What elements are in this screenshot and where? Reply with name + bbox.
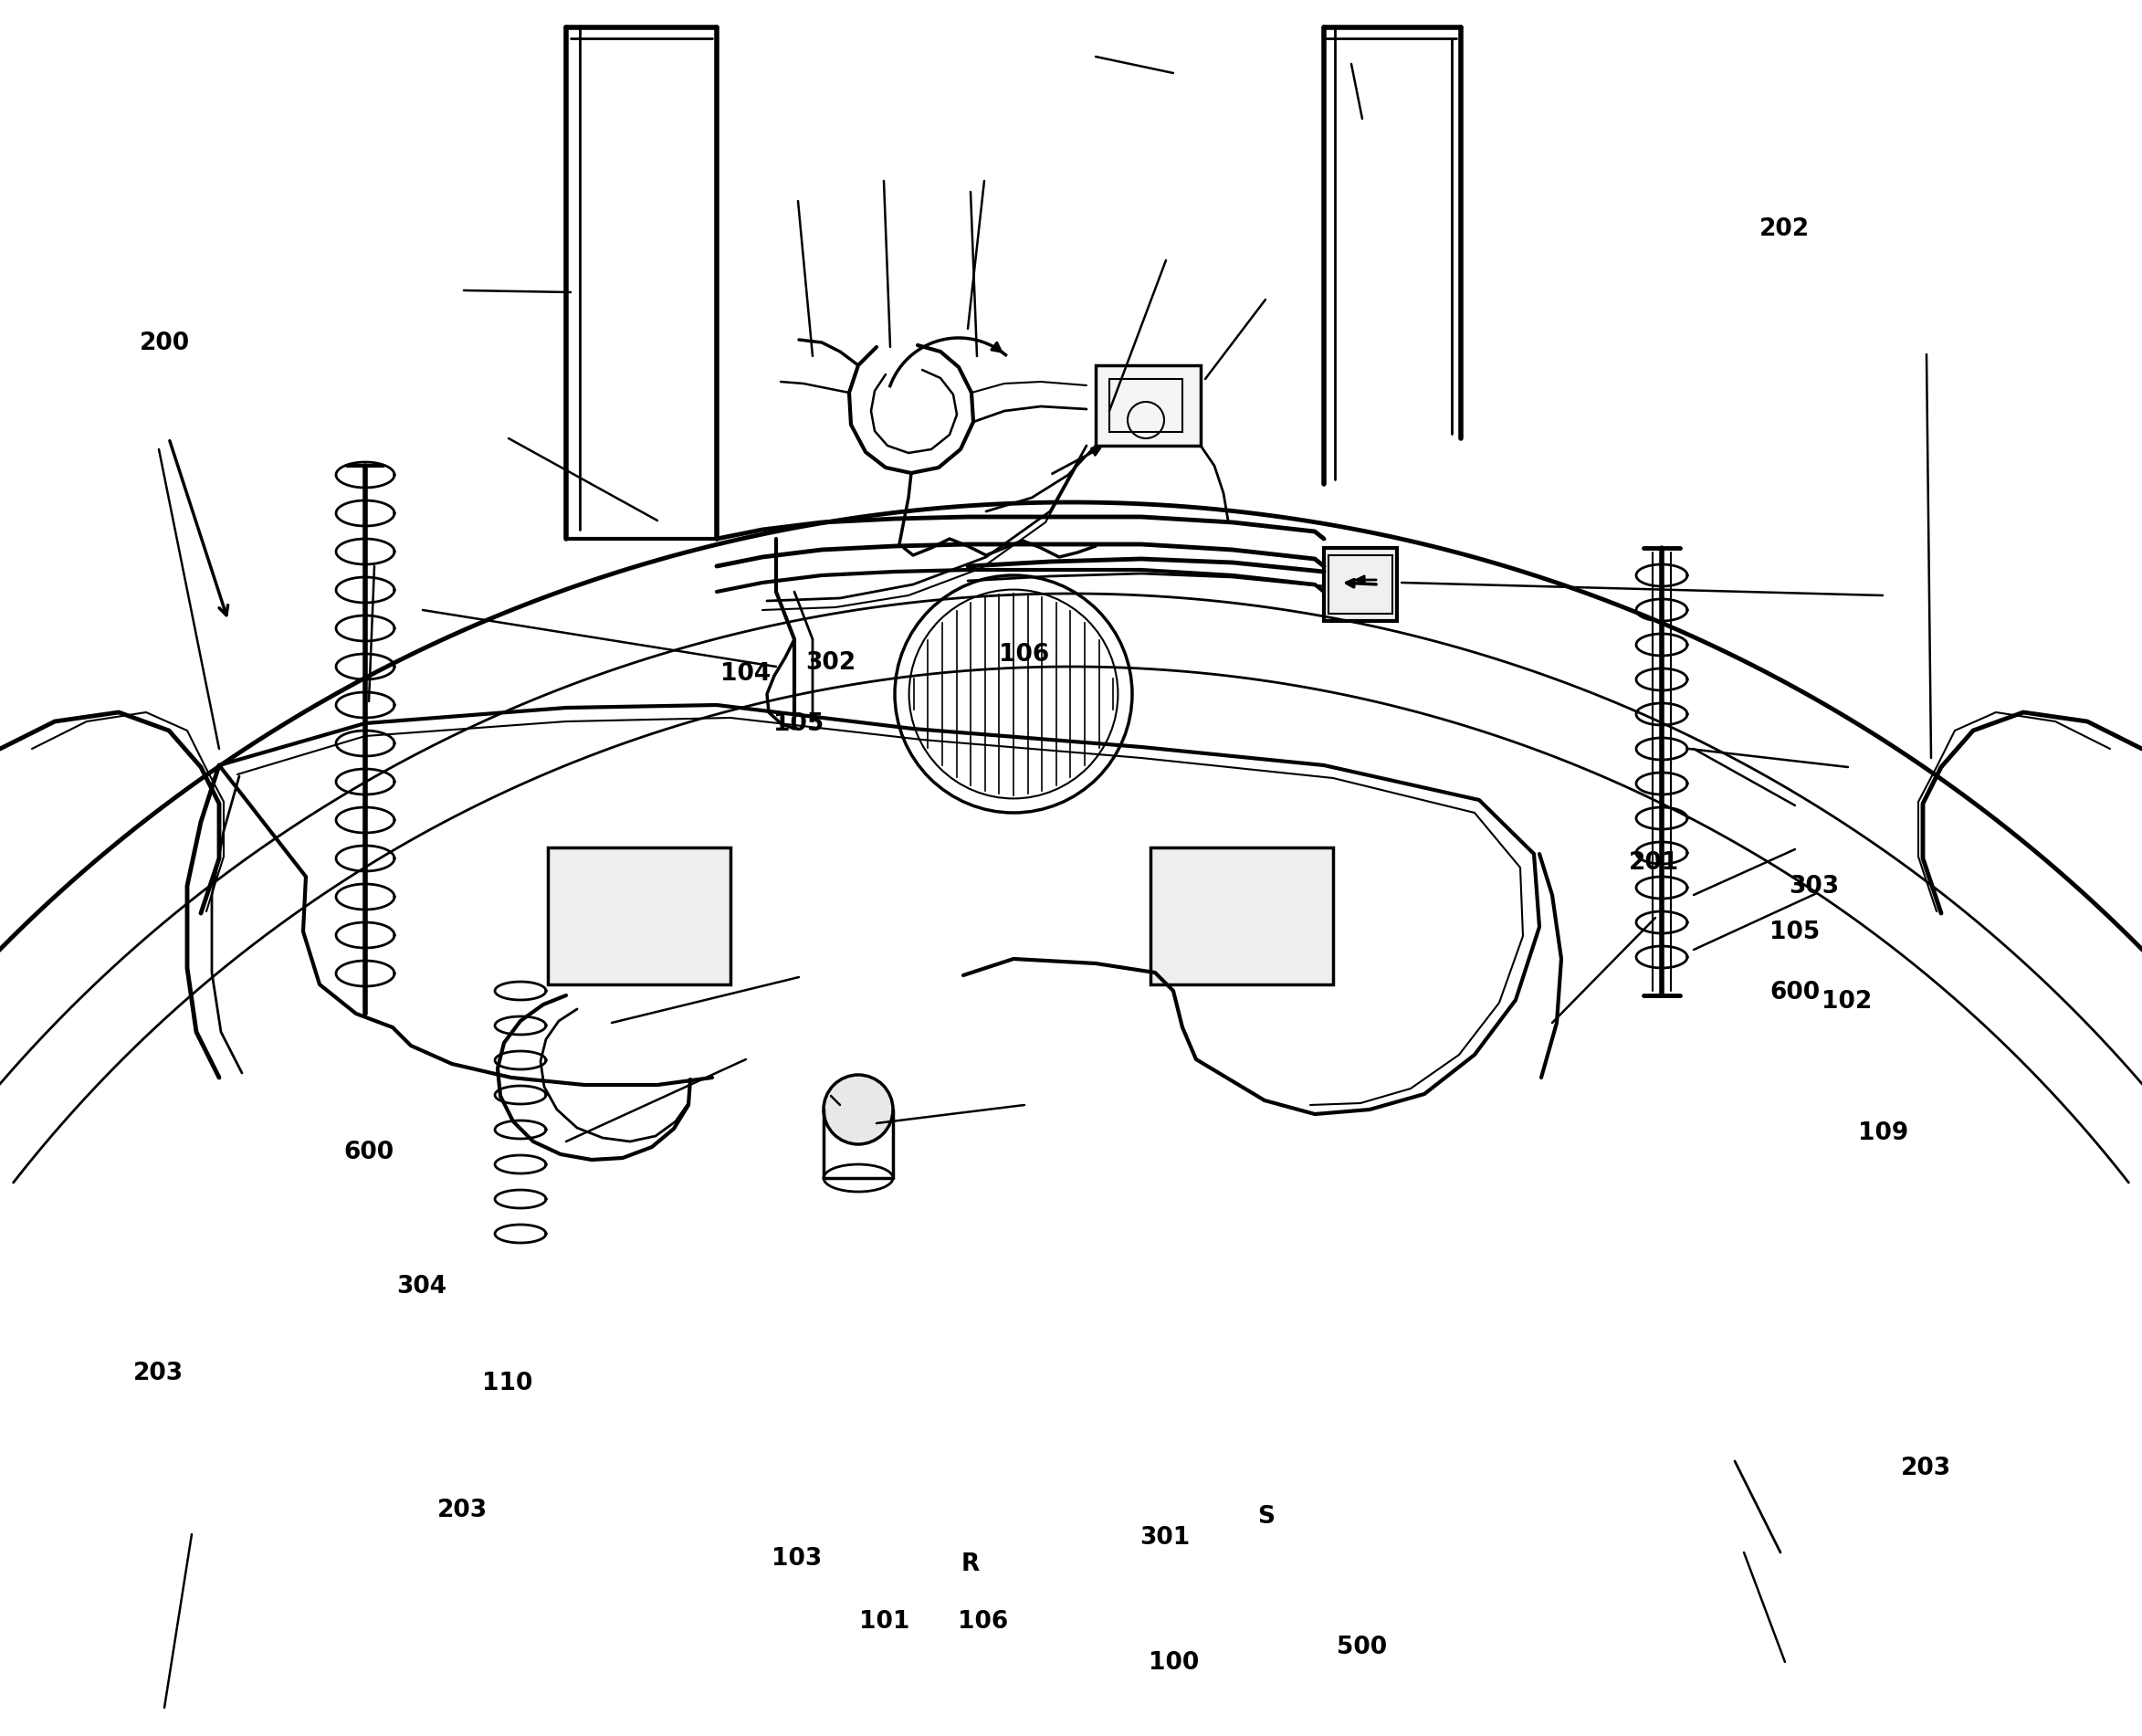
Text: 500: 500 bbox=[1337, 1635, 1388, 1660]
Text: 105: 105 bbox=[773, 712, 825, 736]
Text: 104: 104 bbox=[720, 661, 771, 686]
Bar bbox=[1328, 556, 1392, 613]
Text: 105: 105 bbox=[1769, 920, 1821, 944]
Bar bbox=[1324, 549, 1397, 621]
Text: 203: 203 bbox=[133, 1361, 184, 1385]
Text: 106: 106 bbox=[957, 1609, 1009, 1634]
Text: 109: 109 bbox=[1857, 1121, 1909, 1146]
Text: 202: 202 bbox=[1759, 217, 1810, 241]
Text: 304: 304 bbox=[396, 1274, 448, 1299]
Text: 303: 303 bbox=[1789, 875, 1840, 899]
Bar bbox=[548, 847, 730, 984]
Text: 201: 201 bbox=[1628, 851, 1679, 875]
Text: 101: 101 bbox=[859, 1609, 910, 1634]
Text: 106: 106 bbox=[998, 642, 1050, 667]
Text: 103: 103 bbox=[771, 1547, 823, 1571]
Text: 600: 600 bbox=[343, 1141, 394, 1165]
Circle shape bbox=[823, 1075, 893, 1144]
Text: 102: 102 bbox=[1821, 990, 1872, 1014]
Text: 302: 302 bbox=[805, 651, 857, 675]
Text: 301: 301 bbox=[1140, 1526, 1191, 1550]
Text: 200: 200 bbox=[139, 332, 191, 356]
Bar bbox=[1097, 365, 1202, 446]
Bar bbox=[1150, 847, 1332, 984]
Text: 100: 100 bbox=[1148, 1651, 1200, 1675]
Text: S: S bbox=[1257, 1505, 1274, 1529]
Text: 600: 600 bbox=[1769, 981, 1821, 1005]
Bar bbox=[1110, 378, 1182, 432]
Text: R: R bbox=[962, 1552, 979, 1576]
Text: 203: 203 bbox=[1900, 1457, 1951, 1481]
Text: 203: 203 bbox=[437, 1498, 488, 1522]
Text: 110: 110 bbox=[482, 1371, 533, 1396]
